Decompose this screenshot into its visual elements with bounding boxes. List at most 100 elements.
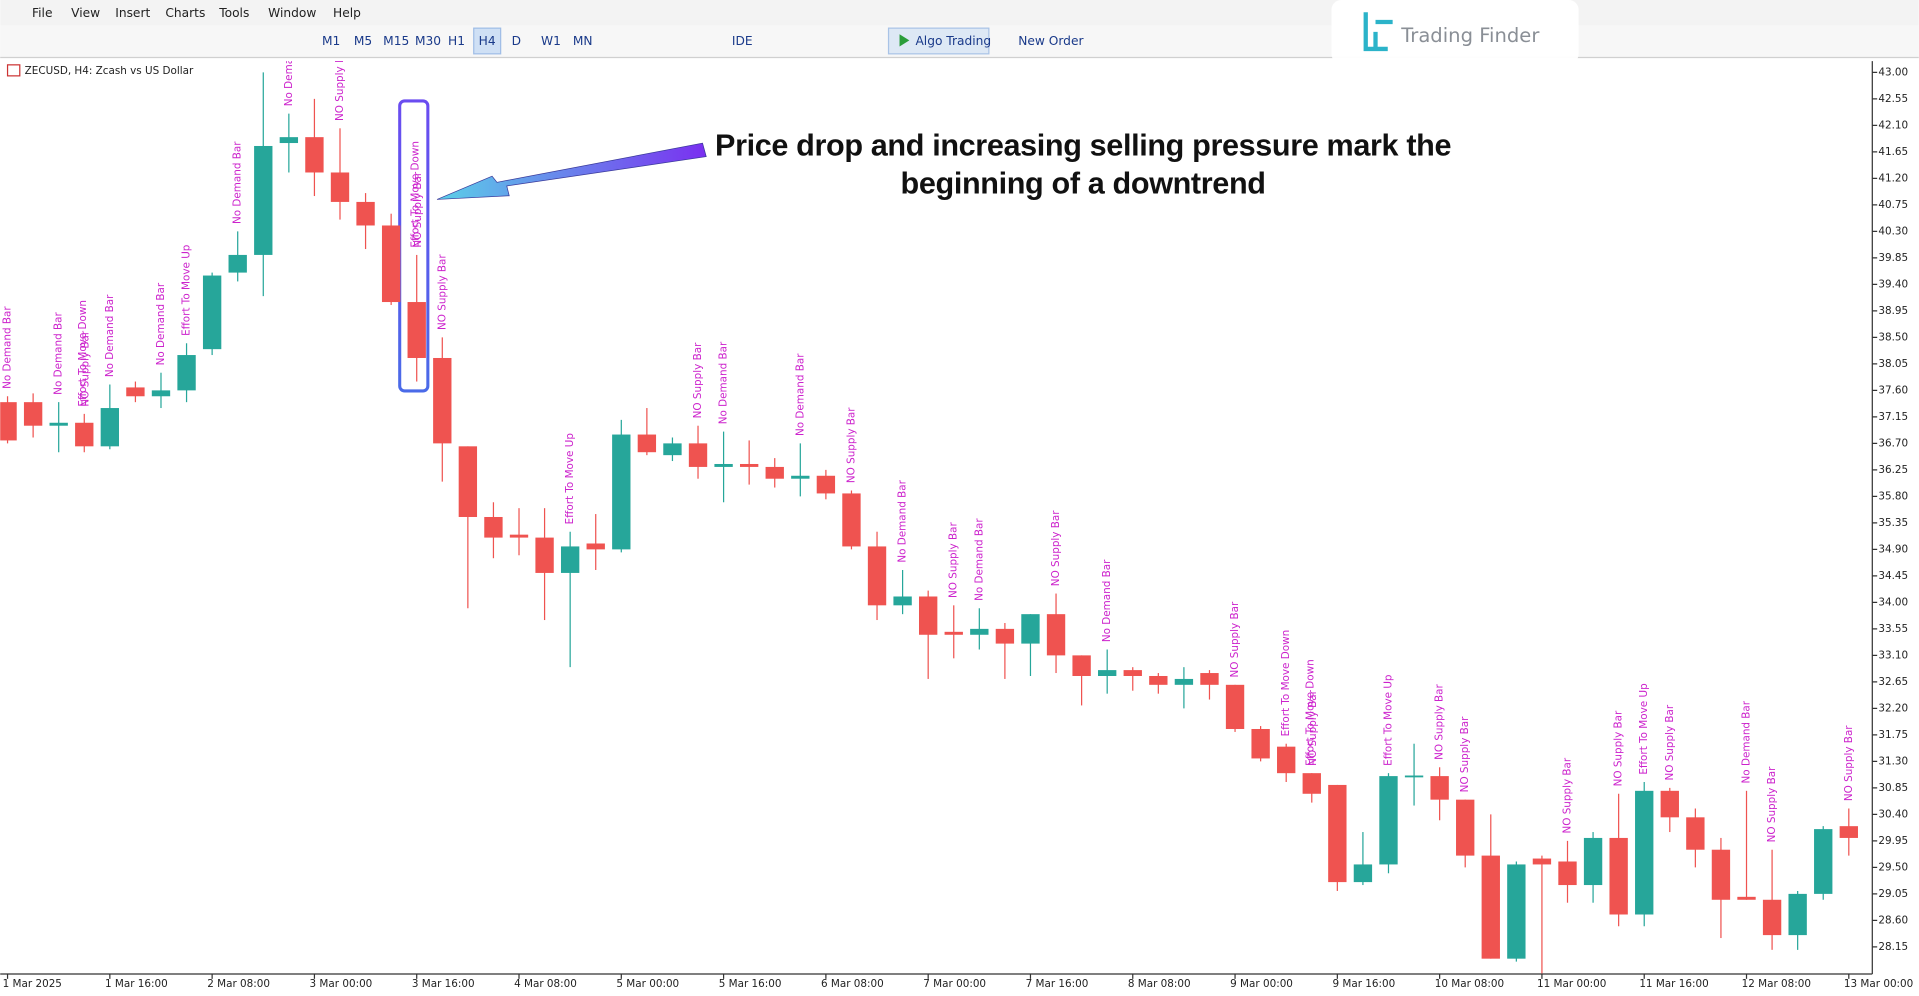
candle-body <box>1839 826 1858 838</box>
menu-item[interactable]: Tools <box>218 6 249 20</box>
candle-body <box>1328 784 1347 883</box>
y-tick-label: 31.30 <box>1878 755 1908 767</box>
y-tick-label: 38.95 <box>1878 305 1908 317</box>
x-tick-label: 11 Mar 00:00 <box>1537 978 1606 990</box>
signal-label: NO Supply Bar <box>1613 710 1625 786</box>
candle-body <box>1072 655 1091 676</box>
candle-body <box>100 408 120 447</box>
signal-label: Effort To Move Up <box>181 244 193 336</box>
menu-item[interactable]: View <box>71 6 100 20</box>
candle-body <box>1737 896 1756 900</box>
x-tick-label: 1 Mar 2025 <box>3 978 62 990</box>
menu-bar <box>0 0 1919 26</box>
new-order-button[interactable]: New Order <box>1018 34 1084 48</box>
y-tick-label: 40.75 <box>1878 199 1908 211</box>
menu-item[interactable]: Charts <box>165 6 205 20</box>
candle-body <box>177 355 196 391</box>
candle-body <box>1302 773 1321 794</box>
signal-label: NO Supply Bar <box>845 407 857 483</box>
signal-label: No Demand Bar <box>283 23 295 106</box>
candle-body <box>893 596 912 606</box>
signal-label: Effort To Move Up <box>564 433 576 525</box>
x-tick-label: 5 Mar 16:00 <box>719 978 782 990</box>
candle-body <box>586 543 605 550</box>
menu-item[interactable]: Window <box>268 6 316 20</box>
logo-icon <box>1363 12 1393 52</box>
signal-label: Effort To Move Down <box>1305 659 1317 766</box>
candle-body <box>612 434 631 550</box>
timeframe-button[interactable]: M1 <box>322 34 340 48</box>
menu-item[interactable]: File <box>32 6 52 20</box>
candle-body <box>484 516 503 538</box>
signal-label: No Demand Bar <box>53 312 65 395</box>
candle-body <box>509 534 529 538</box>
signal-label: No Demand Bar <box>2 306 14 389</box>
signal-label: NO Supply Bar <box>334 45 346 121</box>
candle-body <box>1481 855 1500 959</box>
candle-body <box>126 387 145 397</box>
ide-button[interactable]: IDE <box>732 34 753 48</box>
y-tick-label: 33.10 <box>1878 649 1908 661</box>
candle-body <box>1609 837 1628 915</box>
candle-body <box>1635 790 1654 915</box>
candle-body <box>688 443 708 467</box>
timeframe-button[interactable]: D <box>512 34 521 48</box>
signal-label: No Demand Bar <box>1741 700 1753 783</box>
timeframe-button[interactable]: H1 <box>448 34 465 48</box>
candle-body <box>739 463 759 467</box>
timeframe-button[interactable]: H4 <box>479 34 496 48</box>
candle-body <box>1762 899 1782 936</box>
y-tick-label: 30.40 <box>1878 808 1908 820</box>
candle-body <box>228 254 247 273</box>
x-tick-label: 9 Mar 00:00 <box>1230 978 1293 990</box>
candle-body <box>458 446 478 517</box>
timeframe-button[interactable]: M15 <box>383 34 409 48</box>
candle-body <box>1660 790 1679 818</box>
x-tick-label: 11 Mar 16:00 <box>1639 978 1708 990</box>
candle-body <box>1123 670 1142 676</box>
candle-body <box>1098 670 1117 676</box>
signal-label: No Demand Bar <box>973 518 985 601</box>
candle-body <box>407 302 426 358</box>
signal-label: NO Supply Bar <box>1229 601 1241 677</box>
timeframe-button[interactable]: M5 <box>354 34 372 48</box>
candle-body <box>1507 864 1526 959</box>
candle-body <box>637 434 657 453</box>
signal-label: NO Supply Bar <box>1434 683 1446 759</box>
y-tick-label: 28.60 <box>1878 914 1908 926</box>
y-tick-label: 41.20 <box>1878 172 1908 184</box>
candle-body <box>1686 817 1705 850</box>
timeframe-highlight <box>473 27 502 55</box>
candle-body <box>867 546 887 606</box>
signal-label: NO Supply Bar <box>1307 689 1319 765</box>
x-tick-label: 2 Mar 08:00 <box>207 978 270 990</box>
signal-label: NO Supply Bar <box>1562 757 1574 833</box>
y-tick-label: 32.20 <box>1878 702 1908 714</box>
arrow <box>436 142 707 200</box>
candle-body <box>1225 684 1245 729</box>
y-tick-label: 42.55 <box>1878 93 1908 105</box>
candle-body <box>714 463 733 467</box>
y-tick-label: 29.05 <box>1878 888 1908 900</box>
menu-item[interactable]: Help <box>333 6 361 20</box>
candle-body <box>49 422 68 426</box>
candle-body <box>433 357 452 444</box>
x-tick-label: 12 Mar 08:00 <box>1742 978 1811 990</box>
signal-label: Effort To Move Down <box>1280 630 1292 737</box>
timeframe-button[interactable]: M30 <box>415 34 441 48</box>
x-tick-label: 13 Mar 00:00 <box>1844 978 1913 990</box>
plot: No Demand Bar No Demand Bar Effort To Move… <box>0 23 1858 974</box>
x-tick-label: 7 Mar 16:00 <box>1026 978 1089 990</box>
signal-label: Effort To Move Up <box>1638 683 1650 775</box>
algo-trading-label[interactable]: Algo Trading <box>915 34 991 48</box>
algo-button[interactable] <box>887 27 990 55</box>
timeframe-button[interactable]: W1 <box>541 34 561 48</box>
menu-item[interactable]: Insert <box>115 6 150 20</box>
candle-body <box>970 628 989 635</box>
candle-body <box>765 466 784 479</box>
candle-body <box>1404 775 1424 778</box>
timeframe-button[interactable]: MN <box>573 34 593 48</box>
x-tick-label: 5 Mar 00:00 <box>616 978 679 990</box>
candle-body <box>1353 864 1373 883</box>
